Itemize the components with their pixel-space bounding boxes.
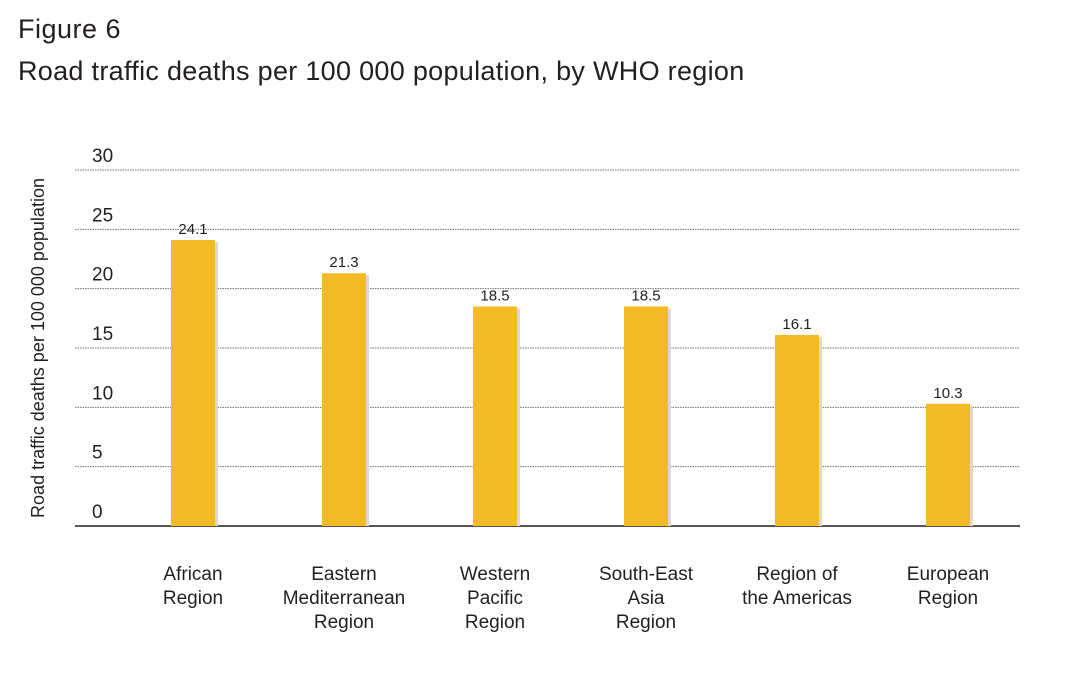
- bar: [322, 273, 366, 526]
- data-label: 18.5: [631, 287, 660, 304]
- x-category-label: African Region: [163, 564, 223, 609]
- data-label: 10.3: [933, 385, 962, 402]
- labels: 0 5 10 15 20 25 30 Road traffic deaths per 100 …: [28, 146, 989, 633]
- bar: [775, 334, 819, 526]
- figure-label: Figure 6: [18, 14, 122, 44]
- bar: [926, 403, 970, 526]
- y-tick-label: 25: [92, 205, 113, 226]
- data-label: 21.3: [329, 254, 358, 271]
- bars: [171, 240, 973, 526]
- x-category-label: European Region: [907, 564, 989, 609]
- y-axis-label: Road traffic deaths per 100 000 populati…: [28, 178, 48, 518]
- x-category-label: Eastern Mediterranean Region: [283, 564, 406, 633]
- chart-title: Road traffic deaths per 100 000 populati…: [18, 56, 745, 86]
- data-label: 24.1: [178, 221, 207, 238]
- x-category-label: South-East Asia Region: [599, 564, 694, 633]
- x-category-label: Western Pacific Region: [460, 564, 530, 633]
- bar: [624, 306, 668, 526]
- gridlines: [75, 169, 1020, 527]
- bar: [473, 306, 517, 526]
- y-tick-label: 0: [92, 502, 103, 523]
- y-tick-label: 10: [92, 383, 113, 404]
- y-tick-label: 15: [92, 324, 113, 345]
- y-tick-label: 5: [92, 443, 103, 464]
- x-category-label: Region of the Americas: [742, 564, 852, 609]
- y-tick-label: 20: [92, 265, 113, 286]
- bar: [171, 240, 215, 526]
- data-label: 18.5: [480, 287, 509, 304]
- data-label: 16.1: [782, 316, 811, 333]
- y-tick-label: 30: [92, 146, 113, 167]
